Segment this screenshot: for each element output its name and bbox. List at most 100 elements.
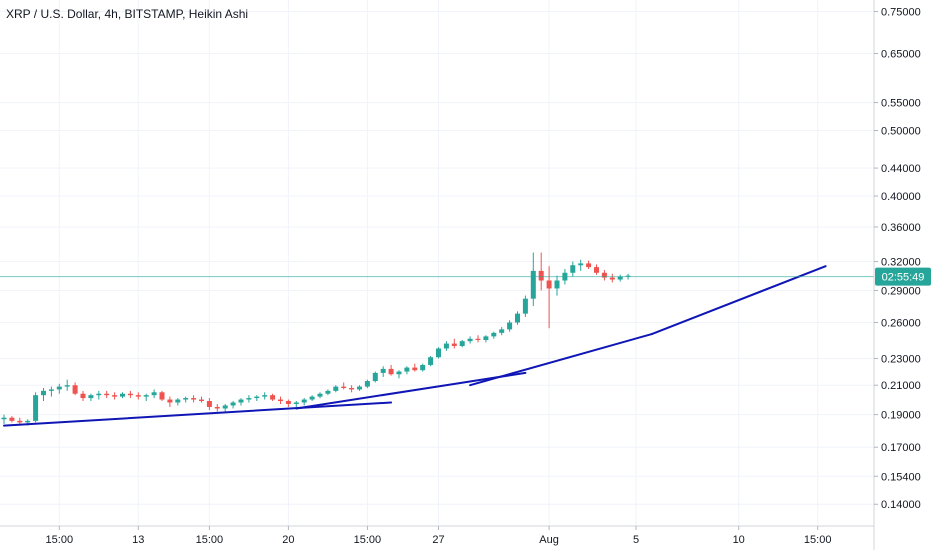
price-tag: 02:55:49	[875, 267, 931, 286]
grid-lines	[0, 0, 874, 526]
candle-body	[309, 396, 315, 400]
price-tick-label: 0.23000	[881, 354, 921, 366]
candle-body	[617, 276, 623, 280]
time-tick-label: 15:00	[354, 534, 382, 546]
candle-body	[112, 395, 118, 397]
candle-body	[230, 402, 236, 406]
candle-body	[586, 263, 592, 268]
price-tick-label: 0.14000	[881, 499, 921, 511]
candle-body	[388, 368, 394, 375]
candle-body	[333, 386, 339, 391]
candle-body	[404, 367, 410, 372]
price-tick-label: 0.65000	[881, 49, 921, 61]
candle-series	[1, 252, 631, 426]
candle-body	[222, 405, 228, 409]
trendline[interactable]	[295, 371, 527, 410]
trendline-annotations[interactable]	[3, 265, 827, 427]
price-tick-label: 0.36000	[881, 222, 921, 234]
candle-body	[151, 392, 157, 396]
candle-body	[538, 270, 544, 281]
time-tick-label: 15:00	[46, 534, 74, 546]
time-tick-label: 27	[432, 534, 444, 546]
time-tick-label: 15:00	[196, 534, 224, 546]
candle-body	[206, 401, 212, 407]
price-tick-label: 0.40000	[881, 191, 921, 203]
price-axis[interactable]: 0.75000 0.65000 0.55000 0.50000 0.44000 0.400…	[874, 7, 921, 512]
candle-body	[278, 399, 283, 402]
candle-body	[546, 280, 552, 289]
candle-body	[254, 396, 260, 399]
candle-body	[522, 298, 528, 314]
time-axis[interactable]: 15:00 13 15:00 20 15:00 27 Aug 5 10 15:00	[46, 526, 832, 546]
candle-body	[443, 343, 449, 349]
trendline[interactable]	[650, 265, 827, 336]
price-tick-label: 0.50000	[881, 126, 921, 138]
candle-body	[96, 393, 102, 396]
candle-body	[9, 417, 15, 421]
candle-body	[127, 393, 133, 396]
candle-body	[609, 277, 615, 280]
candle-body	[483, 336, 489, 340]
candle-body	[451, 343, 457, 347]
candle-body	[17, 420, 23, 423]
candle-body	[491, 332, 497, 337]
price-tick-label: 0.21000	[881, 380, 921, 392]
candle-body	[41, 390, 46, 396]
candle-body	[183, 398, 189, 400]
candle-body	[436, 348, 441, 358]
candle-body	[25, 420, 31, 423]
price-tick-label: 0.19000	[881, 410, 921, 422]
candle-body	[270, 395, 276, 400]
candle-body	[56, 386, 62, 390]
candle-body	[238, 399, 244, 403]
candle-body	[246, 398, 252, 400]
time-tick-label: 13	[132, 534, 144, 546]
price-tag-countdown: 02:55:49	[882, 272, 925, 284]
candle-body	[135, 395, 141, 397]
price-tick-label: 0.75000	[881, 7, 921, 19]
candle-body	[380, 368, 386, 373]
candle-body	[64, 385, 70, 387]
candle-body	[167, 399, 173, 403]
candle-body	[507, 322, 513, 330]
candle-body	[578, 263, 584, 266]
candle-body	[120, 393, 125, 397]
candle-body	[143, 395, 149, 397]
candle-body	[349, 388, 355, 390]
candle-body	[570, 265, 576, 273]
candle-body	[175, 399, 181, 403]
candle-body	[72, 385, 78, 394]
candle-body	[285, 401, 291, 404]
price-tick-label: 0.44000	[881, 163, 921, 175]
time-tick-label: 20	[282, 534, 294, 546]
chart-title: XRP / U.S. Dollar, 4h, BITSTAMP, Heikin …	[6, 7, 248, 21]
price-tick-label: 0.55000	[881, 98, 921, 110]
candle-body	[467, 338, 473, 342]
candle-body	[372, 372, 378, 382]
price-tag-background	[875, 267, 931, 286]
candle-body	[325, 390, 331, 394]
candle-body	[262, 395, 268, 397]
candle-body	[396, 371, 402, 375]
time-tick-label: Aug	[539, 534, 559, 546]
candle-body	[357, 386, 362, 390]
candle-body	[412, 367, 418, 371]
trendline[interactable]	[3, 401, 393, 427]
price-tick-label: 0.29000	[881, 285, 921, 297]
time-tick-label: 5	[633, 534, 639, 546]
price-tick-label: 0.17000	[881, 442, 921, 454]
candle-body	[214, 406, 220, 409]
candle-body	[1, 417, 7, 420]
candle-body	[554, 280, 560, 289]
trendline[interactable]	[469, 333, 653, 387]
candle-body	[80, 393, 86, 399]
candle-body	[48, 389, 54, 391]
candle-body	[459, 341, 465, 347]
candle-body	[33, 395, 39, 421]
price-tick-label: 0.26000	[881, 318, 921, 330]
candle-body	[530, 270, 536, 299]
time-tick-label: 10	[733, 534, 745, 546]
candle-body	[601, 272, 607, 278]
